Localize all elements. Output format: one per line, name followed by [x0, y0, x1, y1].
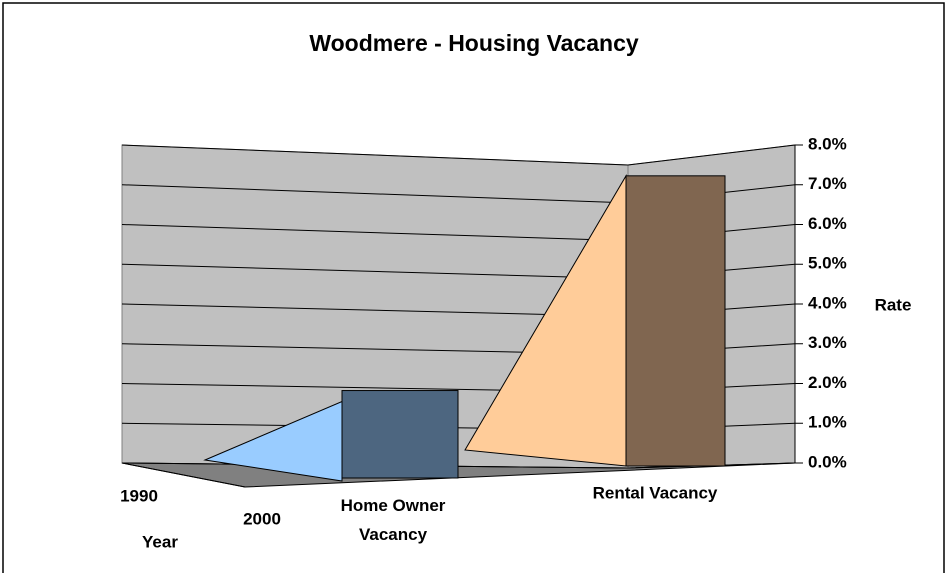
y-tick-label: 5.0% — [808, 254, 847, 273]
y-tick-label: 6.0% — [808, 214, 847, 233]
series-axis — [121, 462, 246, 488]
chart-title: Woodmere - Housing Vacancy — [309, 30, 639, 56]
series-label: 1990 — [120, 486, 158, 505]
y-axis-label: Rate — [875, 295, 912, 314]
series-axis-label: Year — [142, 532, 178, 551]
x-tick-label: Rental Vacancy — [593, 483, 718, 502]
bar-2000 — [341, 390, 459, 479]
y-tick-label: 8.0% — [808, 134, 847, 153]
y-tick-label: 1.0% — [808, 413, 847, 432]
y-tick-label: 2.0% — [808, 373, 847, 392]
y-tick-label: 0.0% — [808, 452, 847, 471]
x-tick-label: Home Owner Vacancy — [341, 496, 446, 544]
y-tick-label: 3.0% — [808, 333, 847, 352]
grid-line — [121, 144, 796, 166]
bar-2000 — [625, 175, 726, 467]
y-tick-label: 4.0% — [808, 293, 847, 312]
y-tick-label: 7.0% — [808, 174, 847, 193]
series-label: 2000 — [243, 509, 281, 528]
